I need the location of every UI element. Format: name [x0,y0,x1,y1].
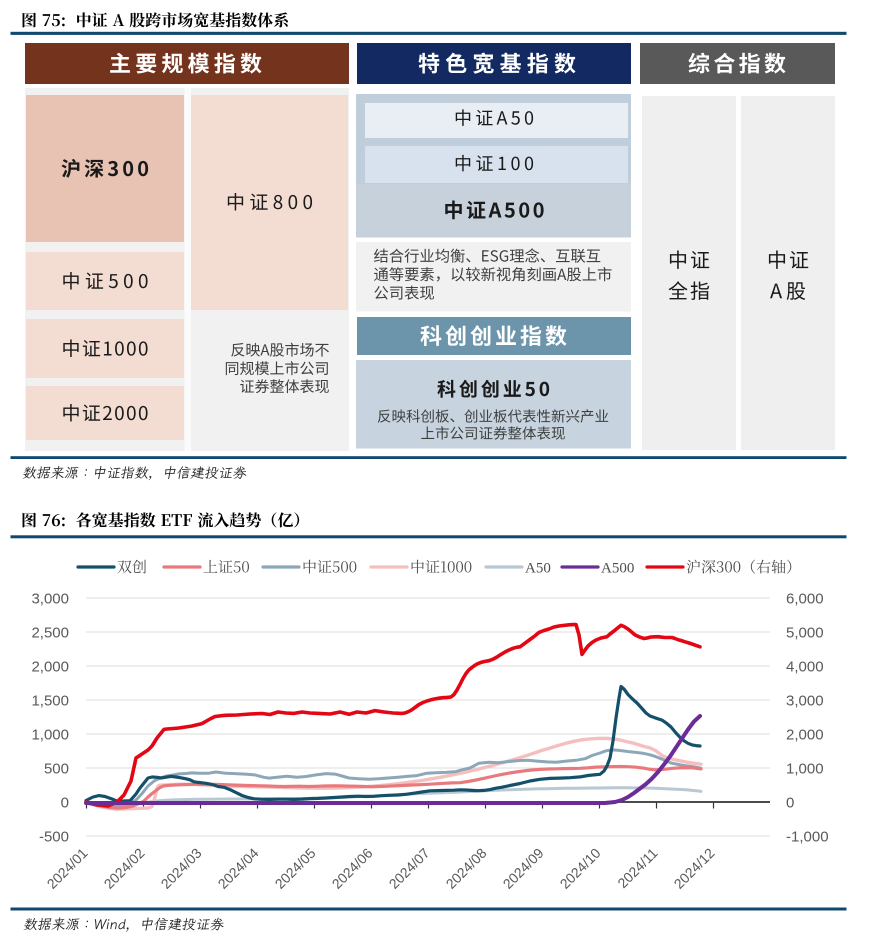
svg-text:6,000: 6,000 [786,591,824,608]
svg-text:A50: A50 [525,560,551,576]
svg-text:1,000: 1,000 [31,727,69,744]
svg-text:2024/04: 2024/04 [215,845,262,892]
svg-text:2024/03: 2024/03 [158,845,205,892]
svg-text:2,500: 2,500 [31,625,69,642]
svg-text:2024/11: 2024/11 [614,845,661,892]
svg-text:0: 0 [786,795,794,812]
svg-text:2024/06: 2024/06 [329,845,376,892]
svg-text:3,000: 3,000 [31,591,69,608]
svg-text:A500: A500 [601,560,634,576]
svg-text:500: 500 [44,761,69,778]
svg-text:2024/10: 2024/10 [557,845,604,892]
svg-text:1,500: 1,500 [31,693,69,710]
svg-text:2024/02: 2024/02 [101,845,148,892]
svg-text:4,000: 4,000 [786,659,824,676]
svg-text:2,000: 2,000 [31,659,69,676]
svg-text:2024/12: 2024/12 [671,845,718,892]
svg-text:2024/01: 2024/01 [44,845,91,892]
svg-text:2024/08: 2024/08 [443,845,490,892]
svg-text:2024/05: 2024/05 [272,845,319,892]
svg-text:0: 0 [61,795,69,812]
svg-text:2,000: 2,000 [786,727,824,744]
svg-text:3,000: 3,000 [786,693,824,710]
svg-text:5,000: 5,000 [786,625,824,642]
svg-text:-500: -500 [39,829,69,846]
svg-text:2024/07: 2024/07 [386,845,433,892]
svg-text:1,000: 1,000 [786,761,824,778]
svg-text:2024/09: 2024/09 [500,845,547,892]
svg-text:-1,000: -1,000 [786,829,829,846]
